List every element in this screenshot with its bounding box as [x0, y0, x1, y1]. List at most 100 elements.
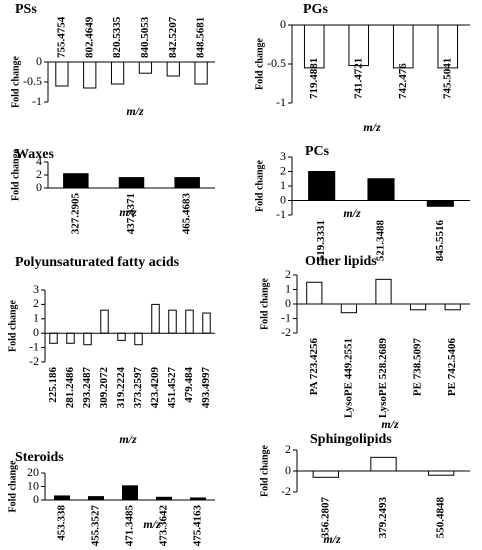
- bar: [88, 496, 104, 501]
- chart-title: Steroids: [15, 450, 64, 465]
- x-tick-label: 802.4649: [83, 16, 95, 58]
- bar: [118, 177, 145, 189]
- y-tick-label: 1: [285, 281, 291, 295]
- bar: [83, 332, 92, 346]
- bar: [138, 61, 153, 74]
- y-tick-label: 0: [36, 54, 42, 68]
- x-tick-label: 519.3331: [315, 220, 327, 261]
- y-tick-label: 1: [280, 178, 286, 192]
- bar: [63, 173, 89, 189]
- y-tick-label: 0: [285, 463, 291, 477]
- chart-title: PCs: [305, 144, 330, 159]
- x-axis-label: m/z: [119, 205, 137, 219]
- chart-title: PSs: [15, 2, 37, 17]
- chart-title: Polyunsaturated fatty acids: [15, 255, 180, 270]
- x-tick-label: 437.4371: [125, 193, 137, 234]
- x-tick-label: 423.4209: [149, 367, 161, 409]
- x-tick-label: PE 742.5406: [446, 338, 458, 397]
- y-tick-label: -0.5: [23, 74, 42, 88]
- bar: [194, 61, 208, 85]
- x-tick-label: 475.4163: [192, 505, 204, 547]
- x-tick-label: 473.3642: [158, 505, 170, 547]
- y-tick-label: -1: [281, 310, 291, 324]
- bar: [117, 332, 126, 341]
- x-tick-label: PE 738.5097: [412, 338, 424, 397]
- x-tick-label: 741.4721: [352, 58, 364, 99]
- bar: [66, 332, 75, 344]
- chart-title: PGs: [303, 2, 328, 17]
- bar: [375, 278, 392, 305]
- bar: [312, 470, 340, 478]
- x-tick-label: PA 723.4256: [308, 338, 320, 396]
- x-tick-label: 451.4527: [166, 367, 178, 409]
- y-tick-label: 4: [36, 154, 42, 168]
- y-axis-label: Fold change: [10, 148, 21, 201]
- y-axis-label: Fold change: [254, 159, 265, 212]
- x-axis-label: m/z: [381, 417, 399, 431]
- x-tick-label: 479.484: [183, 367, 195, 403]
- chart-title: Sphingolipids: [310, 432, 392, 447]
- y-tick-label: 0: [280, 17, 286, 31]
- y-tick-label: 2: [285, 442, 291, 456]
- bar: [444, 303, 461, 311]
- x-axis-label: m/z: [126, 104, 144, 118]
- bar: [174, 177, 200, 189]
- y-axis-label: Fold change: [259, 277, 270, 330]
- y-tick-label: -0.5: [267, 56, 286, 70]
- bar: [185, 309, 194, 334]
- x-tick-label: 471.3485: [124, 505, 136, 547]
- x-tick-label: 453.338: [56, 505, 68, 541]
- y-tick-label: -2: [281, 484, 291, 498]
- x-tick-label: 356.2807: [319, 497, 331, 539]
- x-tick-label: 455.3527: [90, 505, 102, 547]
- x-tick-label: 373.2597: [132, 367, 144, 409]
- y-tick-label: -1: [29, 339, 39, 353]
- bar: [134, 332, 143, 346]
- bar: [426, 200, 454, 207]
- bar: [427, 470, 455, 476]
- bar: [55, 61, 69, 87]
- y-axis-label: Fold change: [254, 37, 265, 90]
- bar: [340, 303, 358, 314]
- chart-title: Other lipids: [305, 254, 377, 269]
- bar: [370, 456, 397, 472]
- y-tick-label: 2: [280, 163, 286, 177]
- x-tick-label: 550.4848: [435, 497, 447, 539]
- bar: [367, 178, 395, 201]
- x-tick-label: 319.2224: [115, 367, 127, 409]
- y-tick-label: -2: [29, 354, 39, 368]
- y-axis-label: Fold change: [7, 299, 18, 352]
- y-tick-label: -1: [32, 94, 42, 108]
- x-tick-label: 225.186: [47, 367, 59, 403]
- bar: [151, 303, 160, 334]
- x-tick-label: 845.5516: [434, 220, 446, 262]
- x-axis-label: m/z: [143, 517, 161, 531]
- y-tick-label: 20: [27, 465, 39, 479]
- y-tick-label: 3: [33, 282, 39, 296]
- x-tick-label: 820.5335: [111, 16, 123, 58]
- x-tick-label: 465.4683: [181, 193, 193, 235]
- y-tick-label: 2: [285, 267, 291, 281]
- x-tick-label: 719.4881: [308, 58, 320, 99]
- y-tick-label: 10: [27, 478, 39, 492]
- bar: [409, 303, 427, 311]
- bar: [49, 332, 58, 344]
- y-axis-label: Fold change: [7, 460, 18, 513]
- bar: [166, 61, 180, 77]
- x-axis-label: m/z: [363, 120, 381, 134]
- x-tick-label: LysoPE 449.2551: [342, 338, 354, 418]
- bar: [122, 485, 138, 501]
- x-tick-label: 842.5207: [167, 16, 179, 58]
- x-tick-label: 755.4754: [55, 16, 67, 58]
- y-tick-label: 0: [285, 296, 291, 310]
- y-tick-label: -1: [276, 95, 286, 109]
- bar: [100, 309, 109, 334]
- x-tick-label: 379.2493: [377, 497, 389, 539]
- y-tick-label: 2: [36, 167, 42, 181]
- y-tick-label: -2: [281, 325, 291, 339]
- x-tick-label: 745.5041: [441, 58, 453, 99]
- x-tick-label: 521.3488: [375, 220, 387, 262]
- x-axis-label: m/z: [119, 432, 137, 446]
- x-tick-label: 327.2905: [69, 193, 81, 235]
